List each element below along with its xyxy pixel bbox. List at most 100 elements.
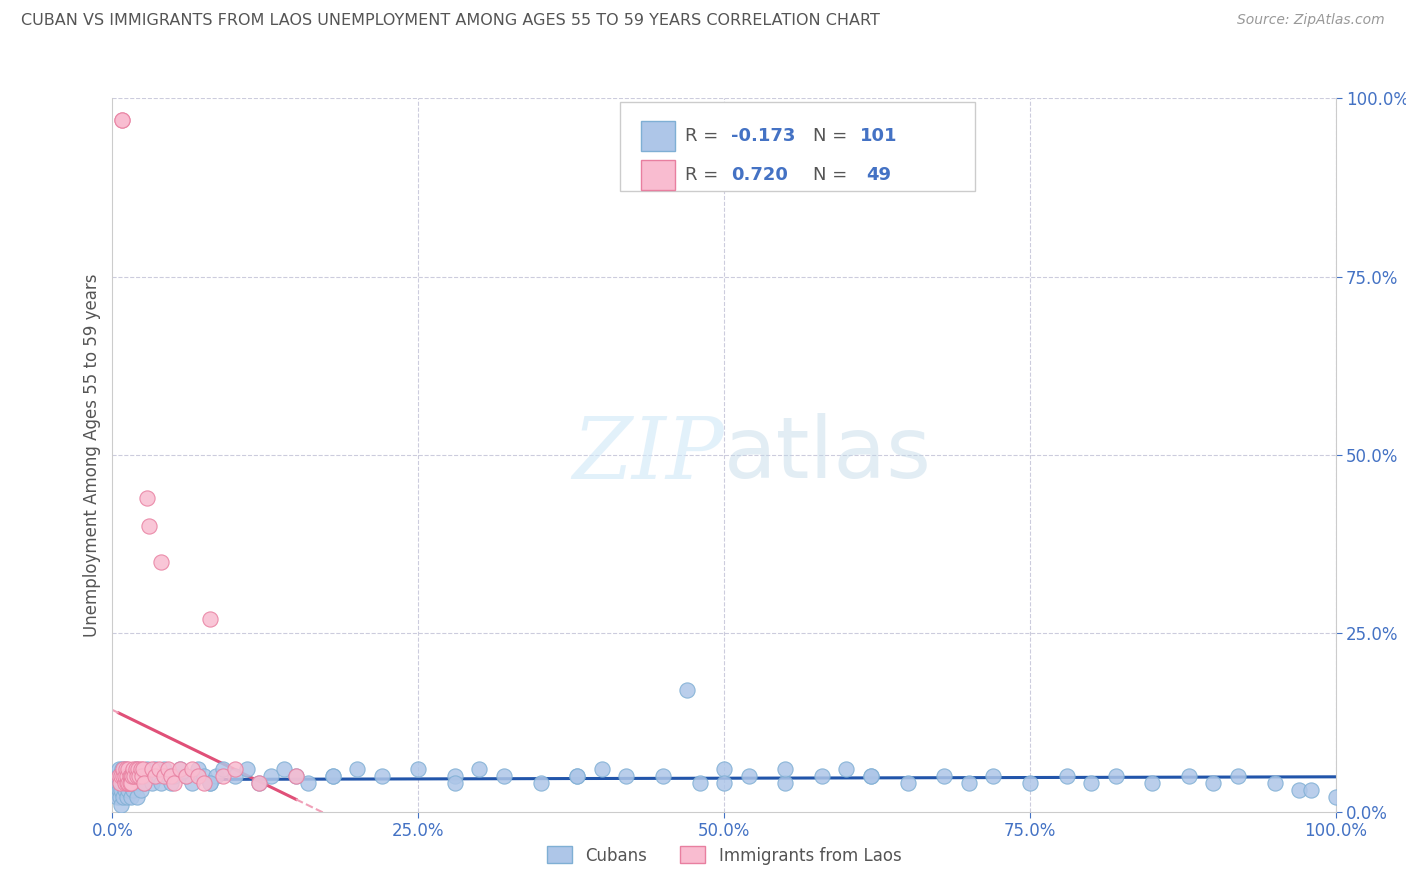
Point xyxy=(143,769,166,783)
Point xyxy=(859,769,882,783)
Point xyxy=(169,762,191,776)
Point xyxy=(108,790,131,805)
Point xyxy=(114,783,136,797)
Legend: Cubans, Immigrants from Laos: Cubans, Immigrants from Laos xyxy=(540,839,908,871)
Point xyxy=(110,769,132,783)
Point xyxy=(115,769,138,783)
Point xyxy=(118,769,141,783)
Point xyxy=(110,783,132,797)
Point xyxy=(134,776,156,790)
Point xyxy=(122,762,145,776)
Point xyxy=(153,762,176,776)
Point xyxy=(370,769,392,783)
Point xyxy=(112,769,135,783)
Point xyxy=(859,769,882,783)
Point xyxy=(193,776,215,790)
Text: Source: ZipAtlas.com: Source: ZipAtlas.com xyxy=(1237,13,1385,28)
Point xyxy=(156,769,179,783)
Point xyxy=(125,769,148,783)
Point xyxy=(614,769,637,783)
Point xyxy=(713,762,735,776)
Point xyxy=(115,776,138,790)
Point xyxy=(468,762,491,776)
Point xyxy=(135,491,157,505)
Point xyxy=(128,776,150,790)
Point xyxy=(1178,769,1201,783)
Point xyxy=(1264,776,1286,790)
Point xyxy=(224,762,246,776)
Point xyxy=(127,762,149,776)
Point xyxy=(297,776,319,790)
Point xyxy=(125,762,148,776)
Point xyxy=(567,769,589,783)
Point xyxy=(148,762,170,776)
Point xyxy=(408,762,430,776)
Point xyxy=(193,769,215,783)
Point xyxy=(132,769,155,783)
Point xyxy=(1018,776,1040,790)
Point xyxy=(150,776,173,790)
Text: 101: 101 xyxy=(860,128,897,145)
Point xyxy=(111,112,134,127)
Point xyxy=(117,776,139,790)
Point xyxy=(444,769,467,783)
Point xyxy=(111,776,134,790)
Point xyxy=(284,769,308,783)
Point xyxy=(120,776,142,790)
Point xyxy=(121,769,143,783)
Point xyxy=(897,776,920,790)
Point xyxy=(105,769,128,783)
Point xyxy=(737,769,759,783)
Point xyxy=(273,762,295,776)
Point xyxy=(200,776,222,790)
Point xyxy=(121,769,143,783)
Point xyxy=(112,790,135,805)
Point xyxy=(1226,769,1249,783)
Point xyxy=(676,683,699,698)
Point xyxy=(148,769,170,783)
Y-axis label: Unemployment Among Ages 55 to 59 years: Unemployment Among Ages 55 to 59 years xyxy=(83,273,101,637)
Point xyxy=(114,769,136,783)
Point xyxy=(1104,769,1126,783)
Point xyxy=(112,762,135,776)
Point xyxy=(160,776,183,790)
Text: atlas: atlas xyxy=(724,413,932,497)
Point xyxy=(122,783,145,797)
Point xyxy=(260,769,283,783)
Point xyxy=(138,519,160,533)
Point xyxy=(205,769,228,783)
Point xyxy=(775,762,797,776)
Text: -0.173: -0.173 xyxy=(731,128,796,145)
Point xyxy=(187,762,209,776)
Point xyxy=(163,769,186,783)
Point xyxy=(134,776,156,790)
Point xyxy=(129,783,152,797)
Point xyxy=(143,762,166,776)
Point xyxy=(110,769,132,783)
Point xyxy=(200,612,222,626)
Point xyxy=(141,776,163,790)
Point xyxy=(156,762,179,776)
Point xyxy=(444,776,467,790)
Point xyxy=(105,790,128,805)
Point xyxy=(135,762,157,776)
Point xyxy=(181,776,204,790)
Point xyxy=(111,112,134,127)
Point xyxy=(115,790,138,805)
Point xyxy=(322,769,344,783)
Point xyxy=(957,776,980,790)
Point xyxy=(934,769,956,783)
Point xyxy=(529,776,551,790)
Point xyxy=(114,762,136,776)
Point xyxy=(108,776,131,790)
Point xyxy=(811,769,834,783)
Text: 49: 49 xyxy=(866,166,891,184)
Point xyxy=(110,797,132,812)
Point xyxy=(1056,769,1078,783)
Point xyxy=(652,769,675,783)
Point xyxy=(115,769,138,783)
Point xyxy=(1202,776,1225,790)
Point xyxy=(835,762,858,776)
Point xyxy=(346,762,368,776)
Text: CUBAN VS IMMIGRANTS FROM LAOS UNEMPLOYMENT AMONG AGES 55 TO 59 YEARS CORRELATION: CUBAN VS IMMIGRANTS FROM LAOS UNEMPLOYME… xyxy=(21,13,880,29)
